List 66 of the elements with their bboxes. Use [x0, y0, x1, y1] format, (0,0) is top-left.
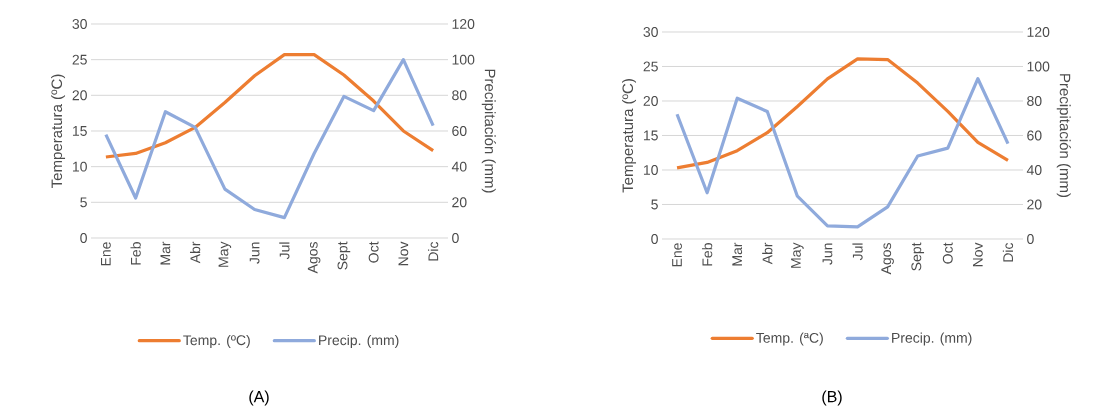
y-tick-label: 30	[72, 19, 87, 29]
x-tick-label: Nov	[398, 241, 409, 266]
y-tick-label: 30	[643, 27, 658, 37]
x-tick-label: Dic	[1002, 242, 1014, 262]
y2-tick-label: 100	[1027, 61, 1050, 72]
y2-tick-label: 20	[1027, 199, 1042, 210]
x-tick-label: Agos	[881, 243, 894, 275]
y-tick-label: 10	[643, 165, 658, 175]
x-tick-label: Jun	[249, 242, 260, 264]
y2-tick-label: 80	[452, 90, 467, 101]
text: (A)	[249, 390, 269, 406]
x-tick-label: May	[218, 241, 232, 267]
line-series	[675, 57, 1010, 170]
x-tick-label: Mar	[732, 242, 743, 266]
line-series	[104, 58, 435, 220]
y-axis-title: Temperatura (ºC)	[51, 74, 66, 188]
x-tick-label: Nov	[972, 242, 983, 267]
x-tick-label: Feb	[701, 243, 713, 266]
x-tick-label: Jul	[279, 242, 290, 260]
y2-tick-label: 60	[1027, 130, 1042, 141]
y-tick-label: 15	[72, 126, 87, 136]
x-tick-label: Sept	[337, 241, 351, 270]
y-tick-label: 25	[72, 54, 87, 65]
y-tick-label: 20	[72, 90, 87, 101]
legend-label: Temp. (ªC)	[756, 332, 823, 346]
legend-label: Temp. (ºC)	[183, 334, 250, 348]
y-tick-label: 10	[72, 161, 87, 172]
legend-label: Precip. (mm)	[892, 332, 972, 346]
y-tick-label: 25	[643, 61, 658, 72]
y-tick-label: 20	[643, 96, 658, 106]
x-tick-label: Mar	[160, 241, 171, 265]
y2-tick-label: 60	[452, 126, 467, 136]
x-tick-label: Ene	[101, 242, 111, 266]
line-series	[675, 77, 1010, 229]
x-tick-label: Agos	[307, 242, 321, 274]
x-tick-label: Jul	[852, 243, 863, 261]
y2-axis-title: Precipitación (mm)	[481, 69, 496, 193]
y2-tick-label: 40	[1026, 165, 1042, 175]
y2-tick-label: 0	[452, 233, 459, 243]
y-tick-label: 0	[651, 234, 658, 244]
x-tick-label: Dic	[427, 241, 439, 261]
y2-axis-title: Precipitación (mm)	[1056, 74, 1071, 198]
y2-tick-label: 120	[1027, 27, 1050, 37]
line-series	[104, 53, 435, 159]
x-tick-label: Abr	[189, 241, 201, 264]
x-tick-label: Oct	[368, 241, 379, 263]
x-tick-label: Sept	[911, 242, 925, 271]
x-tick-label: Ene	[672, 243, 682, 267]
y-axis-title: Temperatura (ºC)	[622, 79, 637, 193]
y2-tick-label: 100	[452, 54, 475, 65]
x-tick-label: Feb	[130, 242, 141, 265]
x-tick-label: Oct	[942, 242, 953, 264]
y2-tick-label: 0	[1027, 234, 1034, 244]
y-tick-label: 5	[651, 199, 658, 210]
y-tick-label: 5	[80, 197, 87, 208]
legend-label: Precip. (mm)	[319, 334, 399, 348]
y2-tick-label: 80	[1027, 96, 1042, 106]
x-tick-label: Abr	[762, 242, 773, 265]
y2-tick-label: 120	[452, 19, 475, 29]
text: (B)	[822, 390, 842, 406]
y2-tick-label: 40	[451, 161, 467, 172]
x-tick-label: May	[791, 242, 804, 268]
y-tick-label: 0	[80, 233, 87, 243]
y-tick-label: 15	[643, 130, 658, 141]
x-tick-label: Jun	[822, 243, 833, 265]
y2-tick-label: 20	[452, 197, 467, 208]
